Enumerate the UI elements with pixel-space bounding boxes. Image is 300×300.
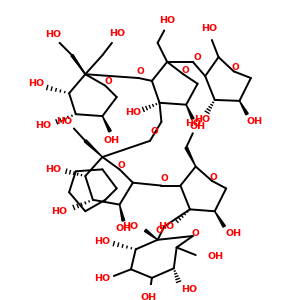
Text: HO: HO [122, 222, 139, 231]
Text: HO: HO [45, 30, 61, 39]
Text: O: O [104, 77, 112, 86]
Polygon shape [186, 105, 194, 119]
Text: OH: OH [115, 224, 131, 233]
Text: OH: OH [190, 122, 206, 131]
Polygon shape [185, 147, 196, 167]
Text: HO: HO [94, 237, 110, 246]
Text: O: O [192, 229, 200, 238]
Text: O: O [156, 226, 164, 235]
Text: O: O [151, 127, 159, 136]
Polygon shape [215, 211, 225, 227]
Text: OH: OH [104, 136, 120, 145]
Text: HO: HO [35, 121, 52, 130]
Text: OH: OH [247, 117, 263, 126]
Text: O: O [136, 67, 144, 76]
Text: O: O [118, 161, 125, 170]
Text: HO: HO [52, 207, 68, 216]
Text: OH: OH [140, 293, 156, 300]
Text: O: O [160, 174, 168, 183]
Polygon shape [144, 229, 158, 240]
Polygon shape [84, 140, 102, 157]
Text: O: O [194, 52, 202, 62]
Text: HO: HO [159, 16, 175, 26]
Text: OH: OH [226, 229, 242, 238]
Text: HO: HO [56, 117, 72, 126]
Text: HO: HO [45, 165, 61, 174]
Text: HO: HO [28, 79, 44, 88]
Text: HO: HO [182, 285, 197, 294]
Text: O: O [210, 172, 218, 182]
Text: HO: HO [109, 29, 125, 38]
Text: HO: HO [94, 274, 110, 283]
Polygon shape [239, 101, 248, 115]
Text: HO: HO [201, 24, 217, 33]
Text: HO: HO [194, 116, 210, 124]
Polygon shape [71, 55, 85, 74]
Text: HO: HO [185, 119, 201, 128]
Polygon shape [102, 116, 111, 132]
Text: OH: OH [207, 252, 223, 261]
Text: O: O [181, 66, 189, 75]
Polygon shape [119, 205, 125, 221]
Text: HO: HO [158, 222, 174, 231]
Text: HO: HO [125, 108, 141, 117]
Text: O: O [232, 63, 239, 72]
